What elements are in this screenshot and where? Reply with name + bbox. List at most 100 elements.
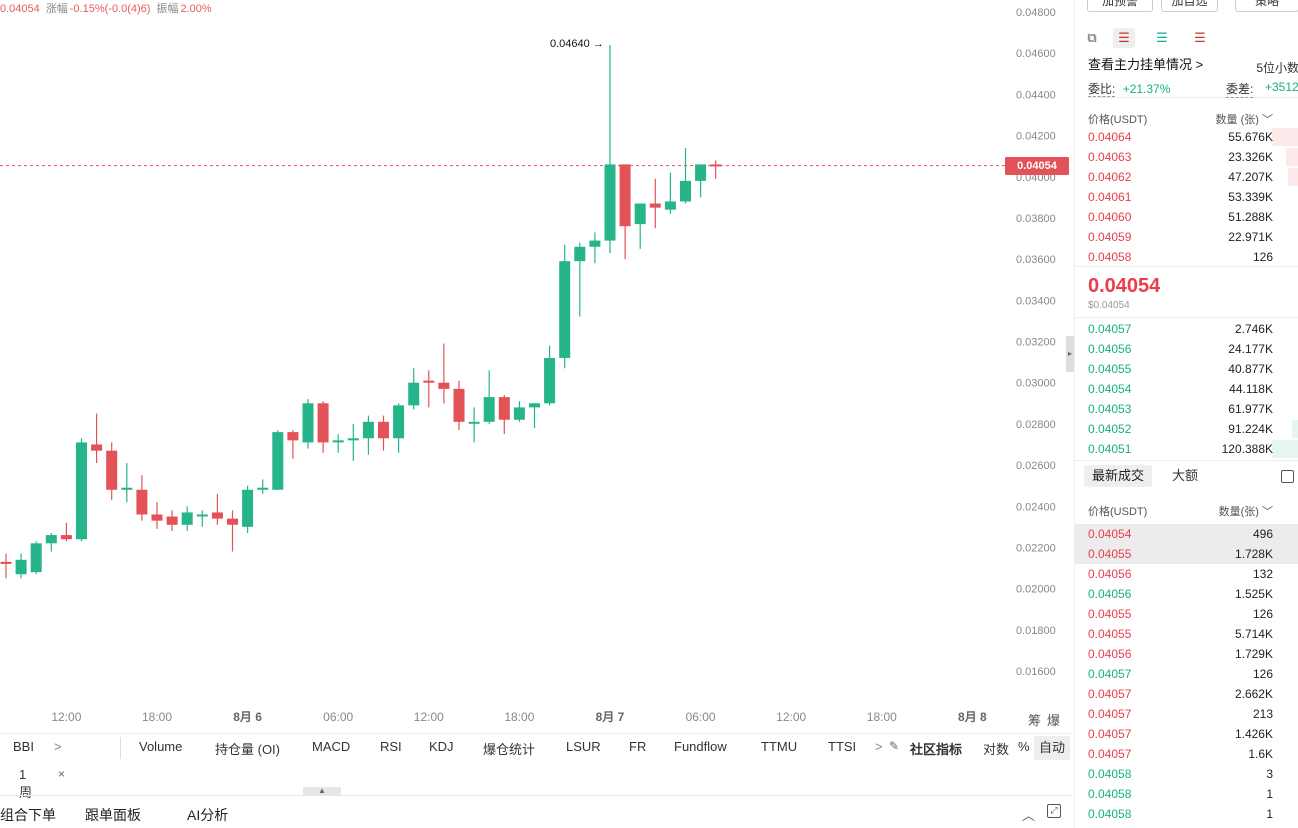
percent-scale-toggle[interactable]: % [1018,739,1030,754]
candle-body [30,543,42,573]
trade-row[interactable]: 0.04058 1 [1075,784,1298,804]
auto-scale-toggle[interactable]: 自动 [1034,736,1070,760]
ask-row[interactable]: 0.04060 51.288K [1075,207,1298,227]
filter-checkbox[interactable] [1281,470,1294,483]
bids-view-icon[interactable]: ☰ [1156,30,1168,45]
indicator-ttsi[interactable]: TTSI [828,739,857,754]
bid-row[interactable]: 0.04053 61.977K [1075,399,1298,419]
candle-body [498,397,510,420]
ask-row[interactable]: 0.04062 47.207K [1075,167,1298,187]
trade-row[interactable]: 0.04056 132 [1075,564,1298,584]
indicator-rsi[interactable]: RSI [380,739,402,754]
trade-row[interactable]: 0.04058 3 [1075,764,1298,784]
chevron-up-icon[interactable]: ︿ [1022,808,1036,823]
edit-icon[interactable]: ✎ [889,739,900,753]
candle-body [242,489,254,527]
asks-view-icon[interactable]: ☰ [1194,30,1206,45]
trade-row[interactable]: 0.04055 1.728K [1075,544,1298,564]
price-cell: 0.04060 [1088,210,1132,224]
candle-body [408,382,420,406]
last-price-box [1075,266,1298,318]
x-tick-label: 8月 6 [233,710,262,724]
bid-row[interactable]: 0.04056 24.177K [1075,339,1298,359]
indicator-kdj[interactable]: KDJ [429,739,454,754]
trade-row[interactable]: 0.04054 496 [1075,524,1298,544]
bid-row[interactable]: 0.04057 2.746K [1075,319,1298,339]
tab-latest-trades[interactable]: 最新成交 [1084,465,1153,487]
trade-row[interactable]: 0.04056 1.525K [1075,584,1298,604]
price-cell: 0.04059 [1088,230,1132,244]
combo-order-tab[interactable]: 组合下单 [0,807,56,823]
qty-cell: 126 [1252,667,1273,681]
price-cell: 0.04057 [1088,747,1132,761]
main-orders-link[interactable]: 查看主力挂单情况 > [1088,57,1204,72]
add-watchlist-button[interactable]: 加自选 [1161,0,1218,12]
tab-large-trades[interactable]: 大额 [1172,468,1199,483]
y-tick-label: 0.01800 [1016,625,1056,637]
popout-icon[interactable]: ⧉ [1087,30,1097,45]
indicator-lsur[interactable]: LSUR [566,739,601,754]
period-tag[interactable]: 1周 [19,767,33,800]
bid-row[interactable]: 0.04055 40.877K [1075,359,1298,379]
price-cell: 0.04053 [1088,402,1132,416]
candle-body [619,164,631,227]
trade-row[interactable]: 0.04058 1 [1075,804,1298,824]
indicator-bbi[interactable]: BBI [13,739,34,754]
close-icon[interactable]: × [58,767,66,781]
chevron-right-icon[interactable]: > [54,739,62,754]
indicator-oi[interactable]: 持仓量 (OI) [215,742,280,757]
both-sides-view-icon[interactable]: ☰ [1113,28,1135,48]
scroll-right-icon[interactable]: > [875,739,883,754]
fullscreen-icon[interactable]: ⤢ [1047,804,1061,818]
ask-row[interactable]: 0.04059 22.971K [1075,227,1298,247]
trade-row[interactable]: 0.04055 126 [1075,604,1298,624]
indicator-ttmu[interactable]: TTMU [761,739,798,754]
trade-row[interactable]: 0.04055 5.714K [1075,624,1298,644]
ai-analysis-tab[interactable]: AI分析 [187,807,229,823]
bid-row[interactable]: 0.04051 120.388K [1075,439,1298,459]
price-cell: 0.04063 [1088,150,1132,164]
trade-row[interactable]: 0.04057 1.6K [1075,744,1298,764]
add-alert-button[interactable]: 加预警 [1087,0,1153,12]
community-indicators[interactable]: 社区指标 [910,742,963,757]
qty-cell: 24.177K [1228,342,1273,356]
decimals-select[interactable]: 5位小数 [1256,61,1298,75]
y-tick-label: 0.04400 [1016,89,1056,101]
trade-row[interactable]: 0.04057 126 [1075,664,1298,684]
trade-row[interactable]: 0.04057 2.662K [1075,684,1298,704]
qty-cell: 213 [1252,707,1273,721]
ask-row[interactable]: 0.04063 23.326K [1075,147,1298,167]
indicator-liquidation-stats[interactable]: 爆仓统计 [483,742,536,757]
liquidation-button[interactable]: 爆 [1047,713,1061,728]
candle-body [604,164,616,241]
copy-trade-tab[interactable]: 跟单面板 [85,807,141,823]
ask-row[interactable]: 0.04064 55.676K [1075,127,1298,147]
trade-row[interactable]: 0.04056 1.729K [1075,644,1298,664]
expand-handle[interactable]: ▲ [303,787,341,795]
bid-row[interactable]: 0.04052 91.224K [1075,419,1298,439]
indicator-macd[interactable]: MACD [312,739,351,754]
trade-row[interactable]: 0.04057 213 [1075,704,1298,724]
y-tick-label: 0.04600 [1016,48,1056,60]
ask-row[interactable]: 0.04061 53.339K [1075,187,1298,207]
bid-row[interactable]: 0.04054 44.118K [1075,379,1298,399]
qty-cell: 1.729K [1234,647,1273,661]
ask-row[interactable]: 0.04058 126 [1075,247,1298,267]
indicator-fr[interactable]: FR [629,739,647,754]
qty-cell: 1.728K [1234,547,1273,561]
indicator-fundflow[interactable]: Fundflow [674,739,727,754]
candle-body [589,240,601,247]
price-cell: 0.04058 [1088,250,1132,264]
book-view-switch: ⧉ ☰ ☰ ☰ 5位小数 [1075,28,1298,75]
candle-body [121,487,133,490]
y-tick-label: 0.03800 [1016,213,1056,225]
collapse-panel-handle[interactable]: ▸ [1066,336,1074,372]
chip-button[interactable]: 筹 [1028,713,1042,728]
strategy-button[interactable]: 策略 [1235,0,1298,12]
trade-row[interactable]: 0.04057 1.426K [1075,724,1298,744]
price-cell: 0.04055 [1088,547,1132,561]
indicator-volume[interactable]: Volume [139,739,183,754]
log-scale-toggle[interactable]: 对数 [983,742,1010,757]
candlestick-chart[interactable]: 0.04800 0.04600 0.04400 0.04200 0.04000 0.038… [0,0,1072,732]
price-cell: 0.04054 [1088,527,1132,541]
